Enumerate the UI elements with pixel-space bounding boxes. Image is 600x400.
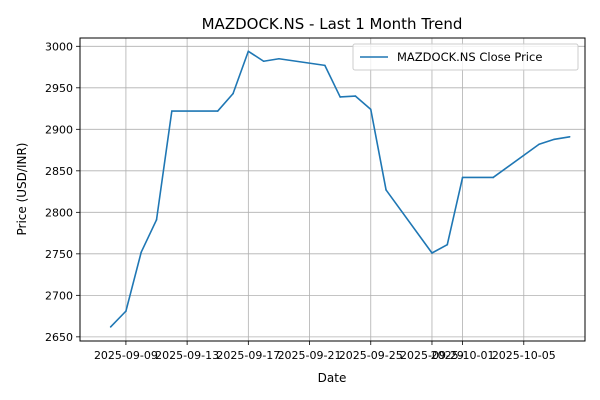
data-point — [369, 108, 372, 111]
series-layer — [109, 50, 571, 328]
x-tick-label: 2025-09-17 — [216, 349, 280, 362]
plot-area-frame — [79, 37, 586, 342]
chart-title: MAZDOCK.NS - Last 1 Month Trend — [202, 15, 463, 33]
x-axis-label: Date — [318, 371, 347, 385]
x-axis: 2025-09-092025-09-132025-09-172025-09-21… — [94, 341, 556, 362]
x-tick-label: 2025-09-09 — [94, 349, 158, 362]
data-point — [140, 251, 143, 253]
legend: MAZDOCK.NS Close Price — [352, 43, 579, 71]
legend-box — [352, 43, 579, 71]
y-axis: 2650 2700 2750 2800 2850 2900 2950 3000 — [45, 40, 80, 344]
y-tick-label: 3000 — [45, 40, 73, 53]
data-point — [354, 95, 357, 97]
data-point — [538, 143, 540, 146]
data-point — [553, 138, 556, 141]
data-point — [155, 219, 158, 221]
x-tick-label: 2025-10-01 — [431, 349, 495, 362]
data-point — [324, 64, 326, 67]
data-point — [385, 189, 387, 191]
data-point — [171, 110, 173, 112]
x-tick-label: 2025-09-29 — [400, 349, 464, 362]
data-point — [446, 243, 449, 246]
grid — [80, 38, 585, 341]
y-tick-label: 2900 — [45, 123, 73, 136]
y-tick-label: 2750 — [45, 248, 73, 261]
data-point — [216, 110, 219, 112]
data-point — [278, 57, 280, 60]
data-point — [339, 96, 341, 98]
y-tick-label: 2800 — [45, 206, 73, 219]
x-tick-label: 2025-09-21 — [278, 349, 342, 362]
data-point — [431, 252, 433, 254]
data-point — [109, 326, 112, 328]
y-tick-label: 2700 — [45, 289, 73, 302]
legend-entry-label: MAZDOCK.NS Close Price — [397, 50, 542, 64]
data-point — [262, 60, 265, 63]
x-tick-label: 2025-10-05 — [492, 349, 556, 362]
data-point — [232, 92, 234, 95]
data-point — [568, 135, 571, 138]
data-point — [461, 176, 464, 179]
data-point — [247, 50, 250, 53]
y-tick-label: 2850 — [45, 165, 73, 178]
x-tick-label: 2025-09-13 — [155, 349, 219, 362]
y-tick-label: 2950 — [45, 82, 73, 95]
y-tick-label: 2650 — [45, 331, 73, 344]
x-tick-label: 2025-09-25 — [339, 349, 403, 362]
data-point — [492, 176, 494, 179]
data-point — [125, 310, 127, 312]
series-line-0 — [110, 50, 570, 328]
y-axis-label: Price (USD/INR) — [15, 143, 29, 236]
